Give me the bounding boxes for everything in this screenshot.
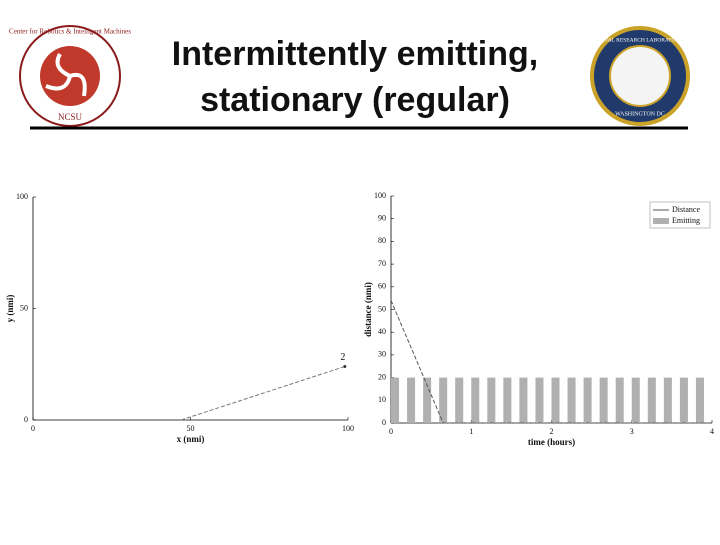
x-tick-label: 3	[630, 427, 634, 436]
data-line	[180, 366, 346, 421]
x-axis-label: time (hours)	[528, 437, 575, 447]
bar	[647, 377, 656, 423]
y-tick-label: 0	[24, 415, 28, 424]
y-tick-label: 0	[382, 418, 386, 427]
x-axis-label: x (nmi)	[177, 434, 205, 444]
bar	[599, 377, 608, 423]
y-axis-label: distance (nmi)	[363, 282, 373, 337]
bar	[567, 377, 576, 423]
logo-bottom-text: WASHINGTON DC	[615, 111, 665, 117]
bar	[423, 377, 432, 423]
x-tick-label: 100	[342, 424, 354, 433]
bar	[679, 377, 688, 423]
annotation-marker	[343, 364, 347, 368]
y-tick-label: 60	[378, 282, 386, 291]
y-tick-label: 100	[16, 192, 28, 201]
y-tick-label: 50	[20, 303, 28, 312]
logo-bottom-text: NCSU	[58, 112, 83, 122]
bar	[583, 377, 592, 423]
logo-ring-text: Center for Robotics & Intelligent Machin…	[9, 28, 131, 36]
x-tick-label: 0	[389, 427, 393, 436]
x-tick-label: 1	[469, 427, 473, 436]
logo-ring-text: NAVAL RESEARCH LABORATORY	[597, 37, 683, 43]
y-tick-label: 30	[378, 350, 386, 359]
slide-title: stationary (regular)	[200, 81, 510, 119]
x-tick-label: 0	[31, 424, 35, 433]
bar	[407, 377, 416, 423]
y-tick-label: 90	[378, 214, 386, 223]
legend-swatch	[653, 218, 669, 224]
x-tick-label: 2	[550, 427, 554, 436]
bar	[615, 377, 624, 423]
x-tick-label: 4	[710, 427, 714, 436]
y-tick-label: 70	[378, 259, 386, 268]
bar	[695, 377, 704, 423]
y-axis-label: y (nmi)	[5, 295, 15, 323]
bar	[631, 377, 640, 423]
bar	[391, 377, 400, 423]
y-tick-label: 10	[378, 395, 386, 404]
y-tick-label: 40	[378, 327, 386, 336]
x-tick-label: 50	[187, 424, 195, 433]
slide-title: Intermittently emitting,	[172, 35, 538, 73]
annotation: 2	[340, 352, 345, 363]
y-tick-label: 100	[374, 191, 386, 200]
legend-label: Distance	[672, 205, 700, 214]
bar	[535, 377, 544, 423]
logo-left: Center for Robotics & Intelligent Machin…	[9, 25, 131, 127]
y-tick-label: 20	[378, 372, 386, 381]
data-line	[390, 300, 712, 424]
bar	[503, 377, 512, 423]
bar	[455, 377, 464, 423]
bar	[519, 377, 528, 423]
logo-right: NAVAL RESEARCH LABORATORY WASHINGTON DC	[590, 26, 690, 126]
y-tick-label: 50	[378, 304, 386, 313]
bar	[439, 377, 448, 423]
bar	[471, 377, 480, 423]
legend-label: Emitting	[672, 216, 700, 225]
bar	[487, 377, 496, 423]
y-tick-label: 80	[378, 236, 386, 245]
bar	[551, 377, 560, 423]
bar	[663, 377, 672, 423]
